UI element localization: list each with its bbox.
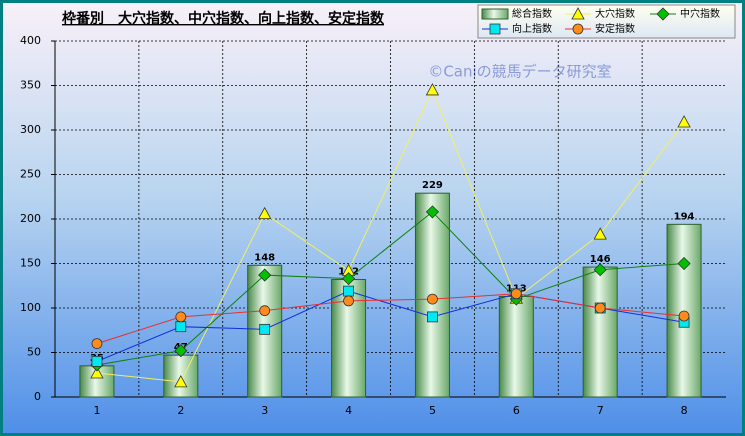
- x-tick-label: 6: [513, 404, 520, 417]
- value-label: 229: [422, 180, 443, 191]
- legend-label: 向上指数: [512, 22, 552, 35]
- line: [96, 293, 685, 345]
- legend-marker: [656, 7, 670, 21]
- value-label: 146: [590, 254, 611, 265]
- point: [175, 321, 187, 333]
- point: [427, 311, 438, 323]
- x-tick-label: 7: [597, 404, 604, 417]
- point: [259, 323, 271, 335]
- point: [425, 83, 440, 96]
- y-tick-label: 100: [20, 301, 41, 314]
- point: [343, 285, 354, 297]
- chart-title: 枠番別 大穴指数、中穴指数、向上指数、安定指数: [62, 10, 385, 27]
- point: [174, 375, 188, 388]
- point: [427, 293, 438, 305]
- point: [678, 310, 690, 322]
- point: [174, 344, 188, 358]
- point: [510, 288, 522, 300]
- x-tick-label: 2: [177, 404, 184, 417]
- point: [593, 227, 607, 240]
- legend-marker: [571, 7, 585, 20]
- legend-label: 安定指数: [595, 22, 635, 35]
- watermark: ©Caniの競馬データ研究室: [428, 63, 611, 81]
- point: [593, 263, 607, 277]
- value-label: 194: [674, 211, 695, 222]
- y-tick-label: 350: [20, 79, 41, 92]
- point: [91, 338, 103, 350]
- x-tick-label: 3: [261, 404, 268, 417]
- point: [594, 302, 606, 314]
- line: [96, 88, 685, 383]
- point: [91, 355, 103, 367]
- bar: [582, 266, 618, 398]
- point: [341, 272, 356, 286]
- x-tick-label: 5: [429, 404, 436, 417]
- y-tick-label: 150: [20, 257, 41, 270]
- legend: [477, 4, 736, 39]
- y-tick-label: 400: [20, 34, 41, 47]
- point: [258, 268, 272, 282]
- y-tick-label: 250: [20, 168, 41, 181]
- legend-swatch: [481, 8, 509, 20]
- legend-marker: [572, 23, 584, 35]
- point: [258, 206, 272, 220]
- point: [343, 295, 354, 307]
- legend-marker: [489, 23, 501, 35]
- x-tick-label: 8: [681, 404, 688, 417]
- y-tick-label: 50: [27, 346, 41, 359]
- point: [259, 305, 271, 317]
- y-tick-label: 300: [20, 123, 41, 136]
- point: [175, 311, 187, 323]
- value-label: 148: [254, 252, 275, 263]
- y-tick-label: 0: [34, 390, 41, 403]
- legend-label: 中穴指数: [680, 7, 720, 20]
- y-tick-label: 200: [20, 212, 41, 225]
- point: [90, 366, 104, 379]
- point: [677, 256, 691, 271]
- x-tick-label: 1: [93, 404, 100, 417]
- legend-label: 大穴指数: [595, 7, 635, 20]
- point: [425, 205, 440, 219]
- x-tick-label: 4: [345, 404, 352, 417]
- line: [96, 211, 685, 366]
- bar: [498, 295, 534, 398]
- legend-label: 総合指数: [512, 7, 552, 20]
- point: [677, 115, 691, 128]
